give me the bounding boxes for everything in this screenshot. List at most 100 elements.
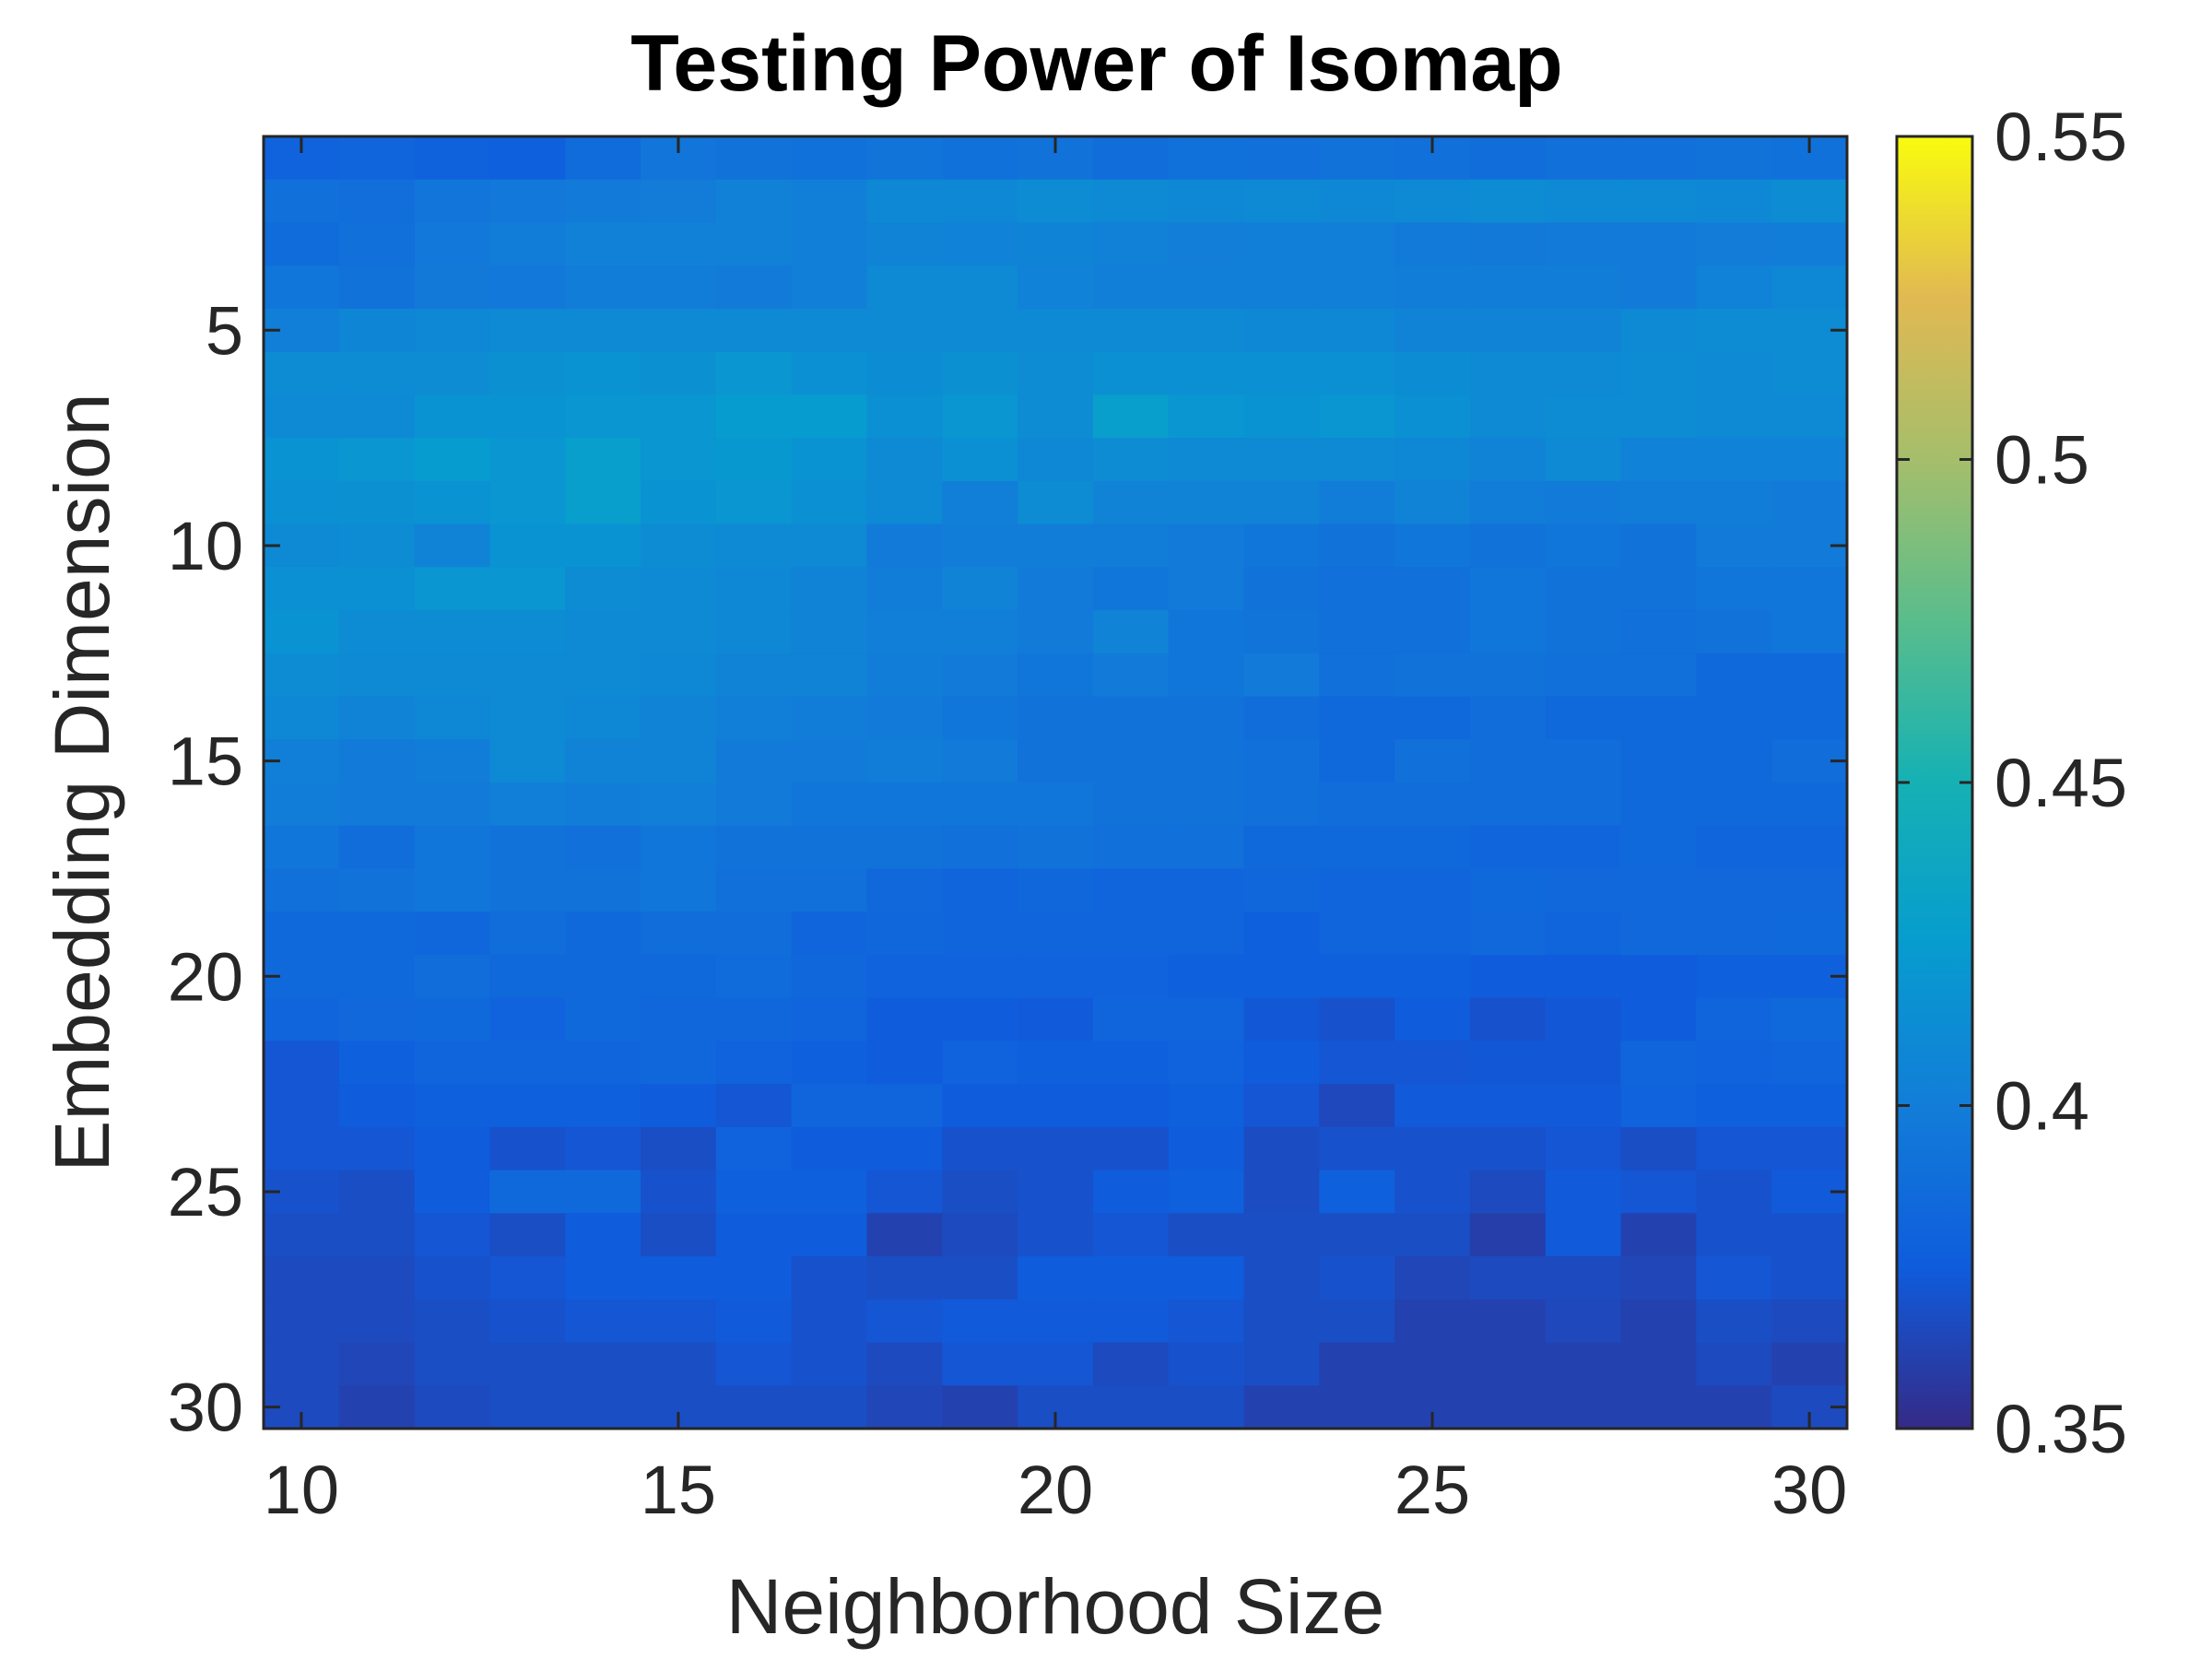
heatmap-cell <box>1545 739 1622 783</box>
heatmap-cell <box>1243 1170 1321 1215</box>
heatmap-cell <box>1696 136 1772 181</box>
heatmap-cell <box>489 394 567 439</box>
heatmap-cell <box>1771 825 1848 870</box>
heatmap-cell <box>641 351 717 396</box>
heatmap-cell <box>1243 1084 1321 1128</box>
heatmap-cell <box>1469 782 1547 827</box>
heatmap-cell <box>1243 997 1321 1042</box>
heatmap-cell <box>942 912 1018 956</box>
heatmap-cell <box>1545 954 1622 999</box>
heatmap-cell <box>1394 954 1471 999</box>
heatmap-cell <box>1018 351 1094 396</box>
heatmap-cell <box>489 782 567 827</box>
heatmap-cell <box>641 480 717 525</box>
heatmap-cell <box>1018 1256 1094 1300</box>
heatmap-cell <box>338 524 416 569</box>
heatmap-cell <box>1168 1342 1245 1387</box>
heatmap-cell <box>1620 308 1698 353</box>
heatmap-cell <box>942 1385 1018 1430</box>
heatmap-cell <box>1620 782 1698 827</box>
heatmap-cell <box>1696 179 1772 224</box>
heatmap-cell <box>414 438 491 482</box>
heatmap-cell <box>715 610 793 654</box>
heatmap-cell <box>1394 1170 1471 1215</box>
heatmap-cell <box>715 954 793 999</box>
heatmap-cell <box>1771 782 1848 827</box>
heatmap-cell <box>264 610 340 654</box>
heatmap-cell <box>1771 438 1848 482</box>
colorbar-tick-label: 0.4 <box>1994 1068 2089 1145</box>
heatmap-cell <box>1620 868 1698 912</box>
heatmap-cell <box>1168 1084 1245 1128</box>
heatmap-cell <box>1469 567 1547 611</box>
heatmap-cell <box>565 524 641 569</box>
heatmap-cell <box>942 1084 1018 1128</box>
heatmap-cell <box>489 567 567 611</box>
heatmap-cell <box>565 265 641 310</box>
heatmap-cell <box>565 739 641 783</box>
heatmap-cell <box>866 1213 944 1257</box>
heatmap-cell <box>1696 222 1772 266</box>
heatmap-cell <box>565 136 641 181</box>
heatmap-cell <box>565 179 641 224</box>
heatmap-cell <box>414 912 491 956</box>
heatmap-cell <box>489 653 567 698</box>
heatmap-cell <box>942 136 1018 181</box>
heatmap-cell <box>565 480 641 525</box>
heatmap-cell <box>1545 179 1622 224</box>
heatmap-cell <box>715 567 793 611</box>
heatmap-cell <box>1092 912 1170 956</box>
heatmap-cell <box>942 1041 1018 1085</box>
heatmap-cell <box>489 997 567 1042</box>
heatmap-cell <box>715 308 793 353</box>
heatmap-cell <box>942 1170 1018 1215</box>
heatmap-cell <box>1545 1126 1622 1171</box>
heatmap-cell <box>1319 1213 1395 1257</box>
heatmap-cell <box>1545 912 1622 956</box>
heatmap-cell <box>1394 1126 1471 1171</box>
heatmap-cell <box>565 997 641 1042</box>
heatmap-cell <box>565 1342 641 1387</box>
heatmap-cell <box>414 954 491 999</box>
heatmap-cell <box>489 610 567 654</box>
heatmap-cell <box>489 308 567 353</box>
heatmap-cell <box>1469 610 1547 654</box>
heatmap-cell <box>489 954 567 999</box>
heatmap-cell <box>414 394 491 439</box>
chart-title: Testing Power of Isomap <box>630 19 1562 108</box>
heatmap-cell <box>1243 351 1321 396</box>
heatmap-cell <box>715 1126 793 1171</box>
heatmap-cell <box>1168 351 1245 396</box>
heatmap-cell <box>641 954 717 999</box>
heatmap-cell <box>715 696 793 741</box>
heatmap-cell <box>1319 308 1395 353</box>
heatmap-cell <box>1394 653 1471 698</box>
heatmap-cell <box>1771 1213 1848 1257</box>
heatmap-cell <box>1168 438 1245 482</box>
heatmap-cell <box>791 868 868 912</box>
heatmap-cell <box>791 308 868 353</box>
heatmap-cell <box>338 136 416 181</box>
heatmap-cell <box>1018 825 1094 870</box>
heatmap-cell <box>1168 222 1245 266</box>
y-axis: 5 10 15 20 25 30 <box>168 292 1847 1446</box>
heatmap-cell <box>942 308 1018 353</box>
heatmap-cell <box>338 997 416 1042</box>
heatmap-cell <box>1771 1084 1848 1128</box>
heatmap-cell <box>338 912 416 956</box>
heatmap-cell <box>264 351 340 396</box>
heatmap-cell <box>1243 480 1321 525</box>
heatmap-cell <box>1018 782 1094 827</box>
heatmap-cell <box>1620 610 1698 654</box>
heatmap-cell <box>1018 954 1094 999</box>
heatmap-cell <box>942 653 1018 698</box>
heatmap-cell <box>942 394 1018 439</box>
heatmap-cell <box>414 351 491 396</box>
heatmap-cell <box>942 438 1018 482</box>
heatmap-cell <box>338 1170 416 1215</box>
heatmap-cell <box>791 136 868 181</box>
heatmap-cell <box>1620 351 1698 396</box>
heatmap-cell <box>1092 696 1170 741</box>
heatmap-cell <box>1545 1299 1622 1344</box>
heatmap-cell <box>1018 394 1094 439</box>
